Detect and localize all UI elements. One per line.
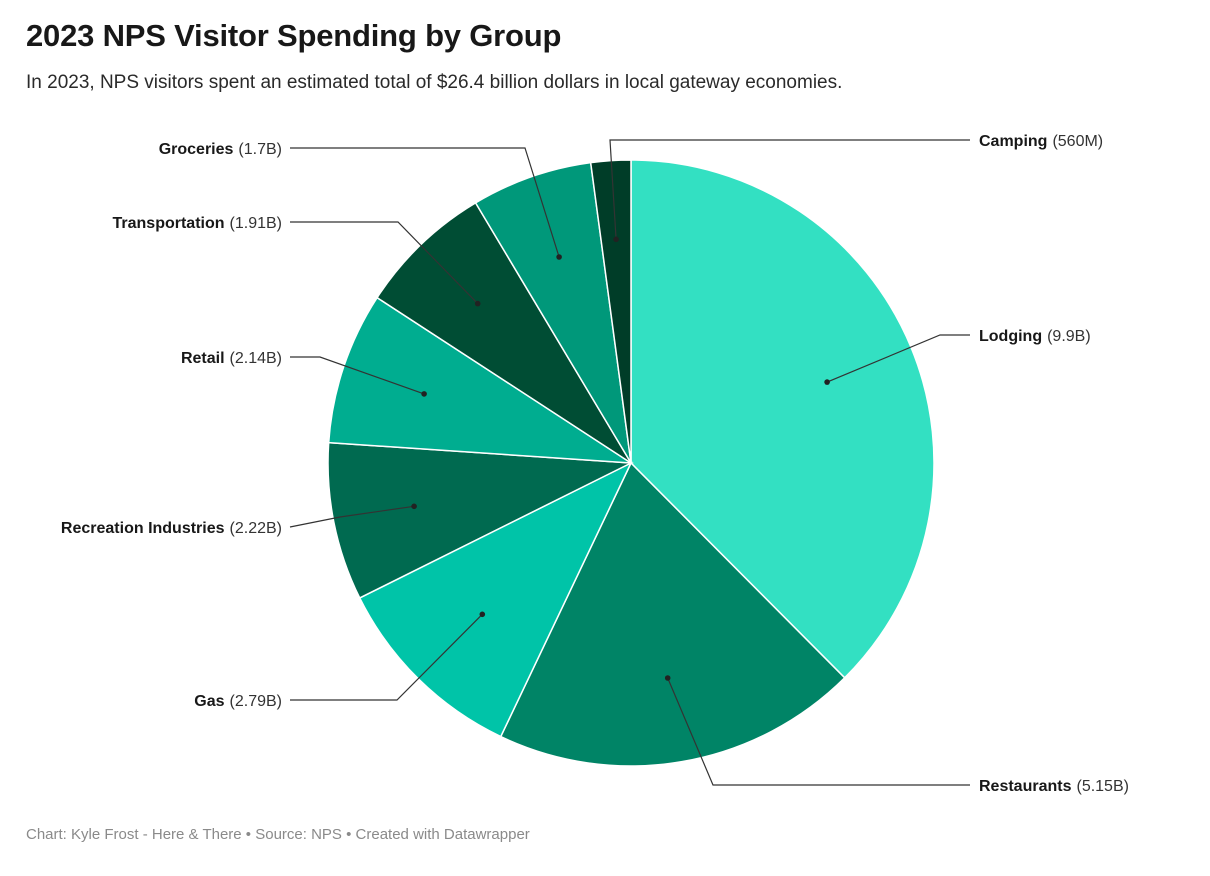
slice-label-name: Gas (194, 693, 224, 710)
pie-slice-recreation-industries[interactable] (327, 441, 634, 599)
slice-label-name: Recreation Industries (61, 520, 225, 537)
slice-label-name: Restaurants (979, 778, 1072, 795)
slice-label-gas: Gas (2.79B) (194, 693, 282, 710)
slice-label-lodging: Lodging (9.9B) (979, 328, 1091, 345)
leader-dot-camping (613, 236, 619, 243)
leader-line-recreation-industries (289, 505, 415, 528)
slice-label-value: (5.15B) (1076, 778, 1128, 795)
slice-label-name: Retail (181, 350, 225, 367)
leader-dot-gas (479, 611, 486, 618)
slice-label-value: (560M) (1052, 133, 1103, 150)
pie-slice-restaurants[interactable] (499, 461, 846, 767)
slice-label-groceries: Groceries (1.7B) (159, 141, 282, 158)
leader-dot-restaurants (664, 675, 671, 681)
slice-label-value: (1.7B) (238, 141, 282, 158)
leader-line-lodging (826, 334, 970, 383)
slice-label-value: (1.91B) (230, 215, 282, 232)
leader-line-restaurants (667, 677, 970, 786)
chart-footer: Chart: Kyle Frost - Here & There • Sourc… (26, 826, 530, 843)
leader-dot-retail (421, 391, 427, 397)
leader-lines (289, 139, 970, 786)
footer-separator: • (241, 826, 256, 843)
leader-dot-transportation (474, 300, 481, 307)
slice-label-retail: Retail (2.14B) (181, 350, 282, 367)
slice-label-transportation: Transportation (1.91B) (113, 215, 282, 232)
slice-label-value: (2.22B) (230, 520, 282, 537)
slice-label-recreation-industries: Recreation Industries (2.22B) (61, 520, 282, 537)
slice-label-name: Camping (979, 133, 1047, 150)
slice-label-name: Groceries (159, 141, 234, 158)
pie-slice-groceries[interactable] (474, 161, 632, 464)
slice-label-camping: Camping (560M) (979, 133, 1103, 150)
leader-dot-lodging (824, 379, 830, 385)
slice-label-value: (2.14B) (230, 350, 282, 367)
leader-dot-groceries (556, 254, 562, 260)
slice-label-value: (9.9B) (1047, 328, 1091, 345)
leader-line-camping (609, 139, 970, 240)
footer-separator-2: • (341, 826, 356, 843)
slice-label-name: Transportation (113, 215, 225, 232)
footer-tool: Created with Datawrapper (355, 826, 530, 843)
leader-dot-recreation-industries (411, 503, 417, 510)
pie-slices (327, 159, 935, 767)
footer-credit: Chart: Kyle Frost - Here & There (26, 826, 242, 843)
leader-line-retail (290, 356, 425, 395)
leader-line-groceries (290, 147, 560, 258)
chart-subtitle: In 2023, NPS visitors spent an estimated… (26, 72, 843, 93)
slice-label-name: Lodging (979, 328, 1042, 345)
leader-line-transportation (290, 221, 479, 305)
pie-slice-retail[interactable] (327, 296, 634, 464)
leader-line-gas (290, 613, 483, 701)
footer-source: Source: NPS (255, 826, 342, 843)
slice-label-value: (2.79B) (230, 693, 282, 710)
slice-labels: Lodging (9.9B) Restaurants (5.15B) Gas (2.79B… (61, 133, 1129, 795)
chart-title: 2023 NPS Visitor Spending by Group (26, 18, 562, 53)
slice-label-restaurants: Restaurants (5.15B) (979, 778, 1129, 795)
